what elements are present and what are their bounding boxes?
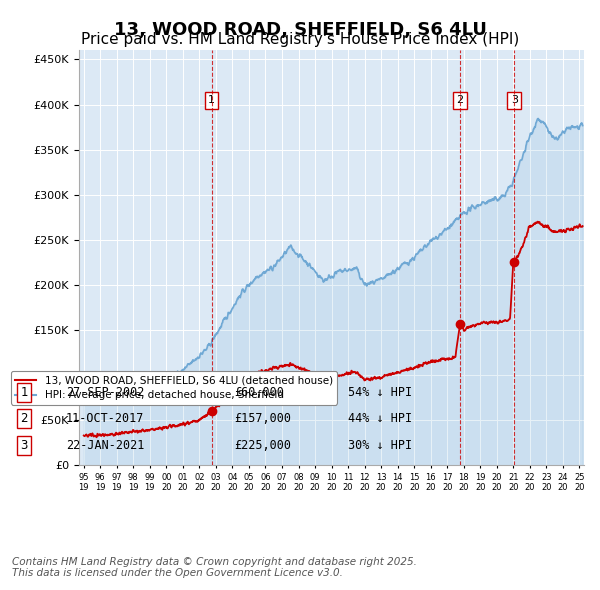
Text: 13, WOOD ROAD, SHEFFIELD, S6 4LU: 13, WOOD ROAD, SHEFFIELD, S6 4LU (113, 21, 487, 39)
Text: 2: 2 (20, 412, 28, 425)
Text: 3: 3 (20, 439, 28, 452)
Text: 30% ↓ HPI: 30% ↓ HPI (348, 439, 412, 452)
Legend: 13, WOOD ROAD, SHEFFIELD, S6 4LU (detached house), HPI: Average price, detached : 13, WOOD ROAD, SHEFFIELD, S6 4LU (detach… (11, 371, 337, 405)
Text: 2: 2 (457, 95, 464, 105)
Text: Contains HM Land Registry data © Crown copyright and database right 2025.
This d: Contains HM Land Registry data © Crown c… (12, 556, 417, 578)
Text: £225,000: £225,000 (234, 439, 291, 452)
Text: 22-JAN-2021: 22-JAN-2021 (66, 439, 145, 452)
Text: 11-OCT-2017: 11-OCT-2017 (66, 412, 145, 425)
Text: 1: 1 (20, 386, 28, 399)
Text: 27-SEP-2002: 27-SEP-2002 (66, 386, 145, 399)
Text: £60,000: £60,000 (234, 386, 284, 399)
Text: £157,000: £157,000 (234, 412, 291, 425)
Text: Price paid vs. HM Land Registry's House Price Index (HPI): Price paid vs. HM Land Registry's House … (81, 32, 519, 47)
Text: 44% ↓ HPI: 44% ↓ HPI (348, 412, 412, 425)
Text: 3: 3 (511, 95, 518, 105)
Text: 54% ↓ HPI: 54% ↓ HPI (348, 386, 412, 399)
Text: 1: 1 (208, 95, 215, 105)
